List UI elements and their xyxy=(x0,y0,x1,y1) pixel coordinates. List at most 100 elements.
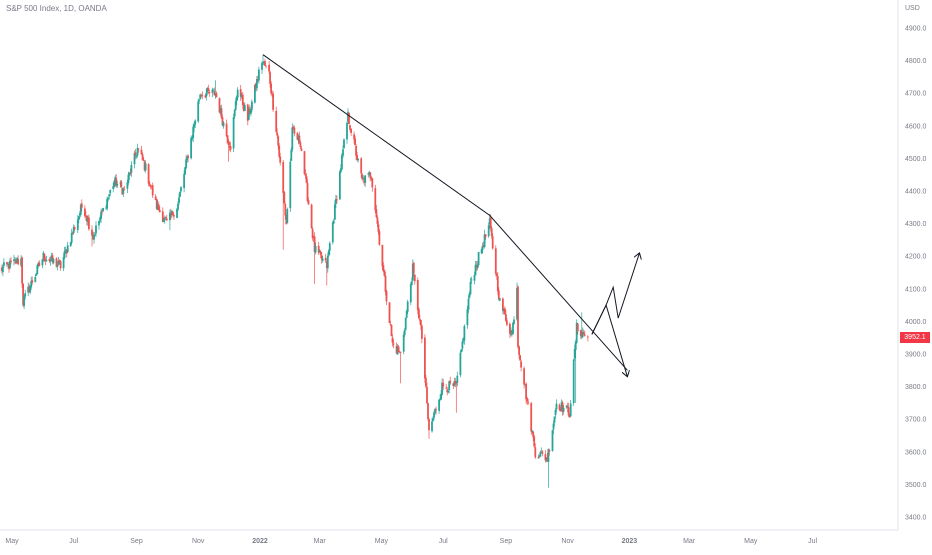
candle-body xyxy=(441,382,443,395)
candle-body xyxy=(433,412,435,418)
candle-body xyxy=(133,152,136,165)
candle-body xyxy=(178,197,180,204)
candle-body xyxy=(313,236,316,252)
candle-body xyxy=(198,99,201,101)
candle-body xyxy=(449,380,452,384)
candle-body xyxy=(190,138,192,159)
candle-body xyxy=(324,257,327,261)
candle-body xyxy=(38,262,41,267)
candle-body xyxy=(228,145,231,148)
candle-body xyxy=(511,330,513,334)
candle-body xyxy=(240,95,243,98)
candle-body xyxy=(518,346,520,355)
candle-body xyxy=(144,163,147,171)
candle-body xyxy=(41,259,44,266)
candle-body xyxy=(425,377,427,387)
candle-body xyxy=(555,403,558,410)
candle-body xyxy=(475,265,478,268)
candle-body xyxy=(355,146,357,156)
candle-body xyxy=(102,208,104,211)
candle-body xyxy=(256,79,258,89)
candle-body xyxy=(516,288,518,320)
candle-body xyxy=(113,181,116,187)
candle-body xyxy=(343,139,345,149)
candle-body xyxy=(136,147,139,156)
candle-body xyxy=(376,217,379,224)
y-tick-label: 4400.0 xyxy=(905,189,927,196)
candle-body xyxy=(412,262,415,274)
candle-body xyxy=(405,311,408,318)
candle-body xyxy=(14,259,16,261)
candle-body xyxy=(205,92,208,97)
candle-body xyxy=(488,218,491,225)
candle-body xyxy=(339,171,341,200)
y-tick-label: 3400.0 xyxy=(905,515,927,522)
candle-body xyxy=(147,164,150,184)
candle-body xyxy=(300,148,303,151)
candle-body xyxy=(148,183,151,186)
candle-body xyxy=(218,98,221,113)
candle-body xyxy=(357,158,359,161)
candle-body xyxy=(416,280,419,311)
candle-body xyxy=(454,380,457,384)
candle-body xyxy=(284,204,287,216)
trendline[interactable] xyxy=(262,54,628,371)
candle-body xyxy=(519,355,521,361)
candle-body xyxy=(212,89,215,91)
candle-body xyxy=(354,138,356,146)
x-tick-label: Jul xyxy=(808,538,817,545)
candle-body xyxy=(29,286,32,293)
candle-body xyxy=(296,133,299,140)
scenario-arrow-up[interactable] xyxy=(591,253,640,335)
candle-body xyxy=(506,320,508,325)
candle-body xyxy=(199,94,202,99)
candle-body xyxy=(194,120,197,125)
candle-body xyxy=(158,210,161,212)
candle-body xyxy=(23,296,25,306)
candle-body xyxy=(524,384,526,386)
candle-body xyxy=(84,208,86,216)
candle-body xyxy=(183,174,185,189)
y-tick-label: 3900.0 xyxy=(905,352,927,359)
candle-body xyxy=(483,234,486,247)
candle-body xyxy=(496,276,499,292)
candle-body xyxy=(460,349,463,352)
y-tick-label: 4100.0 xyxy=(905,286,927,293)
candle-body xyxy=(390,325,393,337)
candle-body xyxy=(42,252,45,261)
candle-body xyxy=(108,194,111,197)
candle-body xyxy=(191,137,194,139)
candle-body xyxy=(434,408,436,413)
candle-body xyxy=(177,203,179,210)
candle-body xyxy=(385,291,388,302)
candle-body xyxy=(172,211,174,216)
candle-body xyxy=(370,177,373,179)
time-axis[interactable]: May Jul Sep Nov 2022 Mar May Jul Sep Nov 2023 Mar Ma… xyxy=(5,538,817,545)
candle-body xyxy=(350,128,352,133)
candle-body xyxy=(107,197,109,200)
candle-body xyxy=(559,408,562,411)
candle-body xyxy=(275,110,278,132)
price-axis[interactable]: 4900.0 4800.0 4700.0 4600.0 4500.0 4400.0 4300… xyxy=(905,26,927,522)
candle-body xyxy=(292,127,295,129)
candle-body xyxy=(235,96,238,101)
candle-body xyxy=(173,215,175,217)
candle-body xyxy=(95,225,97,234)
candle-body xyxy=(452,383,455,386)
candle-body xyxy=(575,322,578,343)
candle-body xyxy=(169,212,171,221)
candle-body xyxy=(312,236,315,238)
candle-body xyxy=(115,178,118,187)
candle-body xyxy=(468,293,471,298)
candle-body xyxy=(426,387,428,404)
candle-body xyxy=(93,234,95,240)
candle-body xyxy=(234,101,237,111)
candle-body xyxy=(127,174,130,184)
candle-body xyxy=(129,172,132,174)
candle-body xyxy=(123,188,126,190)
candle-body xyxy=(135,155,138,157)
candle-body xyxy=(381,244,384,267)
candle-body xyxy=(579,330,582,337)
scenario-arrow-down[interactable] xyxy=(591,303,628,377)
